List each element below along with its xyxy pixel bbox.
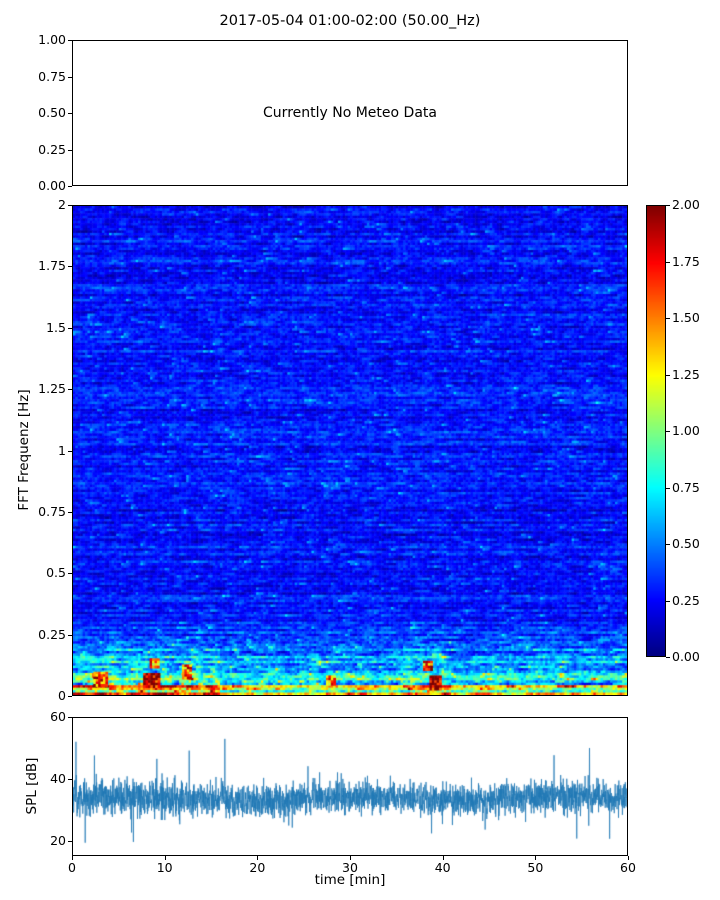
tick-mark [628,856,629,860]
tick-mark [666,487,670,489]
spl-panel [72,717,628,856]
spectrogram-y-tick-label: 0 [58,688,66,703]
colorbar-tick-label: 1.25 [672,366,700,382]
colorbar-tick-label: 1.00 [672,423,700,438]
tick-mark [164,856,166,860]
spectrogram-y-tick-label: 1.25 [38,381,66,397]
spectrogram-y-tick-label: 0.75 [38,503,66,519]
tick-mark [666,205,670,206]
meteo-y-tick-label: 0.00 [38,178,66,193]
tick-mark [666,318,670,319]
figure-title: 2017-05-04 01:00-02:00 (50.00_Hz) [219,13,481,29]
spectrogram-panel [72,205,628,696]
spectrogram-y-tick-label: 2 [58,197,66,212]
no-meteo-data-message: Currently No Meteo Data [263,105,437,121]
tick-mark [666,600,670,602]
meteo-y-tick-label: 0.75 [38,68,66,84]
spl-y-tick-label: 60 [50,709,66,724]
tick-mark [666,261,670,263]
tick-mark [257,856,259,860]
tick-mark [666,431,670,432]
tick-mark [666,374,670,376]
colorbar-gradient [647,206,665,656]
time-x-axis-label: time [min] [314,872,386,888]
colorbar-tick-label: 0.50 [672,536,700,551]
spl-y-tick-label: 20 [50,832,66,848]
colorbar-tick-label: 0.00 [672,649,700,664]
tick-mark [535,856,537,860]
colorbar-tick-label: 1.50 [672,310,700,325]
spectrogram-y-axis-label: FFT Frequenz [Hz] [16,389,32,511]
tick-mark [350,856,351,860]
spectrogram-y-tick-label: 1.5 [46,319,66,335]
meteo-panel: Currently No Meteo Data [72,40,628,186]
meteo-y-tick-label: 1.00 [38,32,66,47]
tick-mark [68,186,72,187]
meteo-y-tick-label: 0.50 [38,105,66,120]
tick-mark [442,856,444,860]
spectrogram-y-tick-label: 1 [58,442,66,458]
tick-mark [666,657,670,658]
spectrogram-y-tick-label: 0.5 [46,565,66,581]
colorbar-tick-label: 0.75 [672,479,700,495]
tick-mark [666,544,670,545]
spl-line-chart [73,718,627,855]
colorbar-tick-label: 2.00 [672,197,700,212]
spectrogram-y-tick-label: 1.75 [38,258,66,274]
meteo-y-tick-label: 0.25 [38,141,66,157]
colorbar-tick-label: 0.25 [672,592,700,608]
colorbar [646,205,666,657]
spectrogram-y-tick-label: 0.25 [38,626,66,642]
tick-mark [68,696,72,697]
spectrogram-heatmap [73,206,627,695]
colorbar-tick-label: 1.75 [672,253,700,269]
spl-y-axis-label: SPL [dB] [24,757,40,815]
tick-mark [72,856,73,860]
